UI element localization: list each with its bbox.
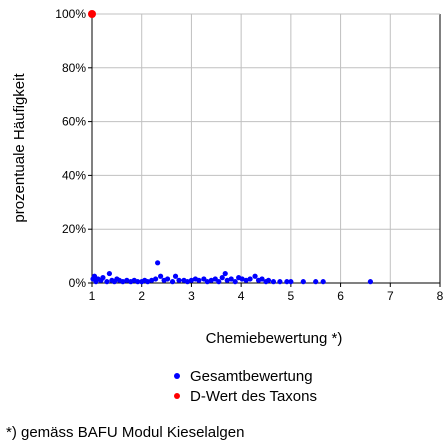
y-tick-label: 0% <box>69 276 87 290</box>
data-point-gesamtbewertung <box>172 273 179 279</box>
x-tick-label: 5 <box>288 289 295 303</box>
data-point-gesamtbewertung <box>100 275 106 281</box>
data-point-gesamtbewertung <box>204 279 210 285</box>
data-point-gesamtbewertung <box>247 276 253 282</box>
data-point-gesamtbewertung <box>228 276 234 282</box>
data-point-d-wert <box>88 10 96 18</box>
data-point-gesamtbewertung <box>277 279 283 285</box>
data-point-gesamtbewertung <box>320 279 326 285</box>
data-point-gesamtbewertung <box>169 279 176 285</box>
x-tick-label: 2 <box>138 289 145 303</box>
data-point-gesamtbewertung <box>224 277 230 283</box>
data-point-gesamtbewertung <box>222 270 228 277</box>
data-point-gesamtbewertung <box>196 277 202 283</box>
x-tick-label: 8 <box>437 289 444 303</box>
legend-marker-red <box>174 393 180 399</box>
legend-label: D-Wert des Taxons <box>190 387 317 405</box>
data-point-gesamtbewertung <box>367 279 373 285</box>
data-point-gesamtbewertung <box>284 279 290 285</box>
tick-labels: 1 2 3 4 5 6 7 80%20%40%60%80%100% <box>55 7 443 303</box>
data-point-gesamtbewertung <box>259 276 265 282</box>
data-point-gesamtbewertung <box>252 273 258 279</box>
data-point-gesamtbewertung <box>239 276 245 282</box>
data-point-gesamtbewertung <box>184 279 191 285</box>
legend: Gesamtbewertung D-Wert des Taxons <box>174 366 317 406</box>
data-point-gesamtbewertung <box>164 276 171 282</box>
data-point-gesamtbewertung <box>176 277 182 283</box>
y-tick-label: 40% <box>62 168 86 182</box>
legend-item-gesamtbewertung: Gesamtbewertung <box>174 366 317 386</box>
data-point-gesamtbewertung <box>145 279 151 285</box>
x-tick-label: 3 <box>188 289 195 303</box>
data-point-gesamtbewertung <box>232 279 238 285</box>
data-point-gesamtbewertung <box>270 279 277 285</box>
y-tick-label: 60% <box>62 115 86 129</box>
legend-item-d-wert: D-Wert des Taxons <box>174 386 317 406</box>
y-axis-label: prozentuale Häufigkeit <box>11 73 28 223</box>
legend-label: Gesamtbewertung <box>190 367 313 385</box>
data-point-gesamtbewertung <box>158 273 164 279</box>
y-tick-label: 20% <box>62 222 86 236</box>
data-point-gesamtbewertung <box>219 275 225 281</box>
data-point-gesamtbewertung <box>149 277 155 283</box>
y-tick-label: 80% <box>62 61 86 75</box>
footnote: *) gemäss BAFU Modul Kieselalgen <box>6 424 245 441</box>
data-point-gesamtbewertung <box>313 279 319 285</box>
data-point-gesamtbewertung <box>153 276 159 282</box>
data-point-gesamtbewertung <box>120 279 126 285</box>
data-point-gesamtbewertung <box>300 279 306 285</box>
x-tick-label: 7 <box>387 289 394 303</box>
x-tick-label: 4 <box>238 289 245 303</box>
data-point-gesamtbewertung <box>243 277 249 283</box>
data-point-gesamtbewertung <box>106 270 112 277</box>
data-point-gesamtbewertung <box>104 279 110 285</box>
data-point-gesamtbewertung <box>155 260 161 266</box>
data-point-gesamtbewertung <box>288 279 294 285</box>
y-tick-label: 100% <box>55 7 86 21</box>
data-point-gesamtbewertung <box>265 277 272 283</box>
data-point-gesamtbewertung <box>208 277 214 283</box>
data-point-gesamtbewertung <box>124 277 130 283</box>
x-tick-label: 6 <box>337 289 344 303</box>
legend-marker-blue <box>174 373 180 379</box>
data-point-gesamtbewertung <box>188 277 195 283</box>
data-point-gesamtbewertung <box>135 279 141 285</box>
data-points <box>88 10 373 285</box>
x-tick-label: 1 <box>89 289 96 303</box>
x-axis-label: Chemiebewertung *) <box>206 330 343 347</box>
axes <box>88 13 441 287</box>
grid-lines <box>92 14 440 283</box>
data-point-gesamtbewertung <box>216 279 222 285</box>
